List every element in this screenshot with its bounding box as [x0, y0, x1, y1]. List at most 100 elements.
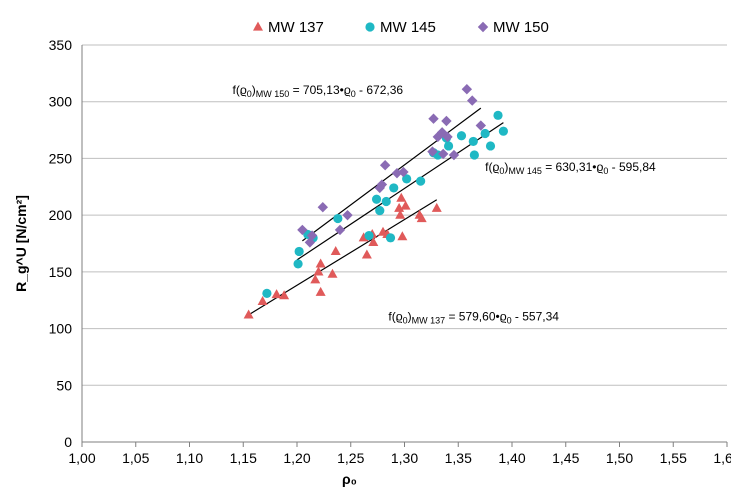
legend-marker-mw-150 [477, 21, 489, 33]
point-mw-145 [371, 194, 382, 204]
point-mw-145 [480, 128, 490, 139]
equation-text: ) [252, 83, 256, 97]
equation-subscript: 0 [507, 316, 512, 326]
point-mw-150 [334, 224, 346, 236]
equation-mw-150: f(ϱ0​)MW 150​ = 705,13•ϱ0​ - 672,36 [233, 83, 404, 99]
point-mw-150 [461, 84, 473, 95]
equation-text: = 579,60•ϱ [445, 310, 507, 324]
legend: MW 137 MW 145 MW 150 [253, 19, 549, 36]
point-mw-150 [297, 224, 308, 236]
point-mw-137 [368, 236, 379, 246]
legend-label: MW 137 [268, 19, 324, 36]
point-mw-145 [469, 150, 479, 160]
equation-subscript: 0 [351, 89, 356, 99]
point-mw-150 [306, 230, 318, 241]
point-mw-145 [456, 131, 467, 141]
point-mw-145 [443, 141, 454, 151]
equation-subscript: 0 [403, 316, 408, 326]
x-tick-label: 1,55 [660, 450, 687, 466]
equation-subscript: MW 137 [412, 316, 446, 326]
point-mw-145 [385, 233, 396, 243]
point-mw-150 [475, 120, 487, 131]
y-tick-label: 250 [49, 150, 73, 166]
point-mw-145 [333, 213, 343, 224]
legend-label: MW 145 [380, 19, 436, 36]
point-mw-150 [342, 209, 353, 221]
equation-annotations: f(ϱ0​)MW 150​ = 705,13•ϱ0​ - 672,36 f(ϱ0​… [233, 83, 657, 326]
point-mw-137 [310, 274, 321, 284]
y-tick-label: 50 [56, 377, 72, 393]
legend-marker-mw-145 [365, 22, 375, 32]
point-mw-137 [394, 202, 405, 212]
data-points [243, 84, 508, 319]
x-tick-label: 1,15 [230, 450, 257, 466]
point-mw-137 [327, 268, 338, 278]
point-mw-137 [431, 202, 442, 212]
equation-subscript: 0 [247, 89, 252, 99]
point-mw-137 [257, 295, 268, 305]
gridlines [82, 44, 727, 386]
point-mw-150 [398, 166, 409, 178]
equation-subscript: 0 [603, 166, 608, 176]
point-mw-145 [375, 206, 385, 216]
x-tick-label: 1,20 [283, 450, 310, 466]
point-mw-137 [315, 258, 326, 268]
point-mw-137 [271, 289, 282, 299]
point-mw-145 [381, 196, 391, 207]
x-tick-label: 1,10 [176, 450, 203, 466]
point-mw-150 [436, 127, 448, 138]
point-mw-137 [396, 192, 407, 202]
equation-text: ) [504, 160, 508, 174]
point-mw-137 [313, 266, 324, 276]
point-mw-150 [448, 149, 460, 161]
y-tick-label: 350 [49, 37, 73, 53]
point-mw-137 [358, 232, 369, 242]
point-mw-137 [416, 213, 427, 223]
x-axis-label: ρ₀ [342, 471, 357, 487]
equation-text: ) [408, 310, 412, 324]
axis-labels: ρ₀ R_g^U [N/cm²] [13, 195, 357, 487]
x-tick-label: 1,45 [552, 450, 579, 466]
point-mw-137 [395, 209, 406, 219]
equation-text: f(ϱ [388, 310, 402, 324]
equation-text: - 672,36 [356, 83, 404, 97]
equation-subscript: MW 145 [508, 166, 542, 176]
fit-line-mw-145 [296, 122, 504, 261]
equation-text: = 630,31•ϱ [542, 160, 604, 174]
point-mw-137 [400, 200, 411, 210]
x-tick-label: 1,00 [68, 450, 95, 466]
plot-area [82, 45, 727, 442]
point-mw-150 [379, 160, 391, 171]
point-mw-145 [294, 246, 304, 257]
point-mw-145 [493, 110, 503, 120]
point-mw-150 [428, 113, 439, 124]
equation-mw-137: f(ϱ0​)MW 137​ = 579,60•ϱ0​ - 557,34 [388, 310, 559, 326]
point-mw-150 [441, 115, 452, 127]
x-tick-label: 1,30 [391, 450, 418, 466]
y-tick-label: 0 [64, 434, 72, 450]
y-axis-label: R_g^U [N/cm²] [13, 195, 29, 292]
x-tick-label: 1,25 [337, 450, 364, 466]
x-tick-label: 1,35 [445, 450, 472, 466]
legend-marker-mw-137 [253, 21, 263, 31]
point-mw-137 [315, 286, 326, 296]
point-mw-137 [330, 246, 341, 256]
axes: 0 50 100 150 200 250 300 350 1,00 1,05 1,10 1,15 1,2… [49, 37, 731, 466]
x-tick-label: 1,60 [713, 450, 731, 466]
x-tick-label: 1,05 [122, 450, 149, 466]
point-mw-150 [391, 167, 403, 179]
y-tick-label: 200 [49, 207, 73, 223]
equation-text: = 705,13•ϱ [289, 83, 351, 97]
point-mw-150 [376, 179, 388, 190]
y-tick-label: 300 [49, 94, 73, 110]
point-mw-145 [364, 230, 374, 241]
equation-subscript: MW 150 [256, 89, 290, 99]
x-tick-label: 1,40 [498, 450, 525, 466]
point-mw-145 [293, 259, 303, 269]
point-mw-145 [262, 288, 272, 299]
point-mw-145 [402, 174, 412, 184]
point-mw-145 [498, 126, 508, 136]
point-mw-150 [442, 131, 453, 143]
point-mw-137 [397, 231, 408, 241]
